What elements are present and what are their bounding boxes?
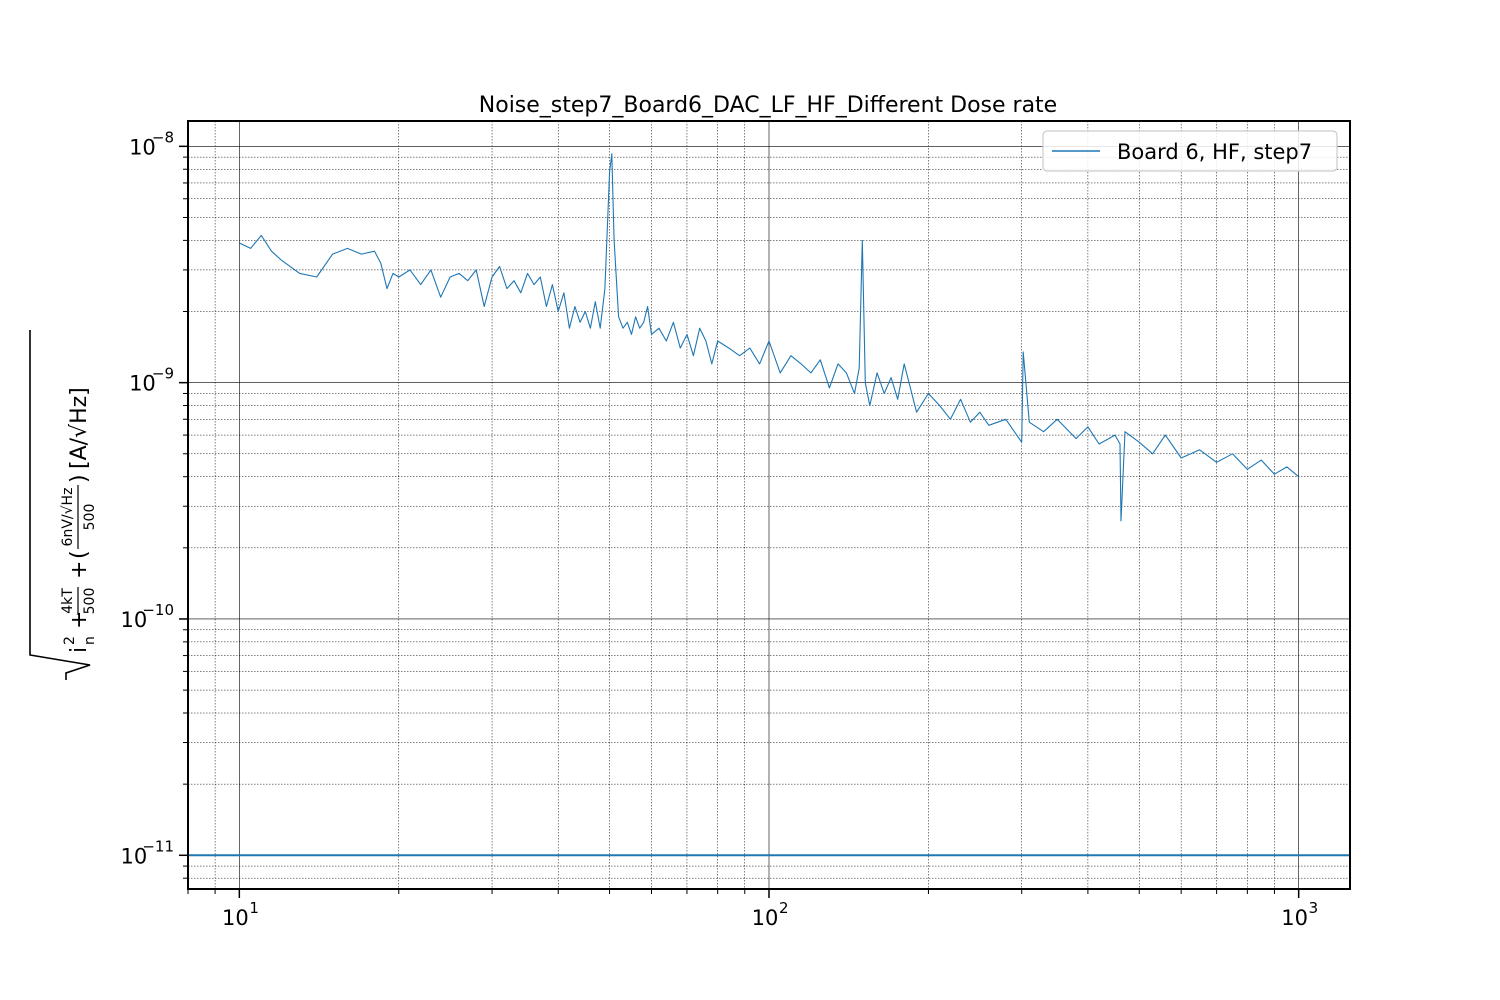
y-tick-label-base: 10 [129,372,156,396]
grid [187,121,1350,889]
svg-text:i: i [67,647,92,653]
x-tick-label-base: 10 [1281,906,1308,930]
y-tick-label-base: 10 [129,135,156,159]
svg-text:(: ( [67,550,92,559]
x-tick-label: 10 3 [1281,899,1318,930]
y-tick-label-base: 10 [120,608,147,632]
y-axis-label: i 2 n + 4kT 500 + ( 6nV/√Hz 500 ) [A/√Hz… [29,330,98,680]
x-tick-label-exp: 2 [779,899,789,917]
svg-text:[A/√Hz]: [A/√Hz] [67,387,92,469]
y-tick-label-exp: −10 [142,601,174,619]
legend-label: Board 6, HF, step7 [1117,140,1312,164]
svg-text:500: 500 [82,588,98,615]
svg-text:500: 500 [82,504,98,531]
y-tick-label: −910 [129,365,174,396]
svg-text:6nV/√Hz: 6nV/√Hz [60,488,76,547]
x-tick-label-exp: 3 [1309,899,1319,917]
x-tick-label: 10 1 [222,899,259,930]
x-tick-label-base: 10 [752,906,779,930]
y-tick-label: −810 [129,128,174,159]
axis-ticks [179,145,1300,898]
svg-text:2: 2 [62,636,78,645]
svg-text:n: n [82,636,98,645]
chart-title: Noise_step7_Board6_DAC_LF_HF_Different D… [479,93,1057,118]
y-tick-label-exp: −9 [152,365,174,383]
x-tick-label: 10 2 [752,899,789,930]
svg-text:+: + [67,611,92,629]
x-tick-label-base: 10 [222,906,249,930]
svg-text:+: + [67,561,92,579]
svg-text:4kT: 4kT [60,588,76,614]
y-tick-label-base: 10 [120,844,147,868]
series-line-board6-hf-step7 [239,153,1300,522]
legend-box [1042,130,1338,172]
y-tick-label-exp: −8 [152,128,174,146]
svg-text:): ) [67,474,92,483]
y-tick-label-exp: −11 [142,837,174,855]
x-tick-label-exp: 1 [249,899,259,917]
legend: Board 6, HF, step7 [1042,130,1338,172]
